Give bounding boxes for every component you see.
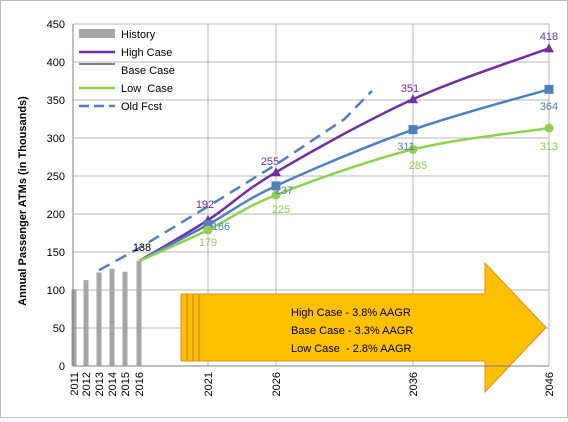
data-label-high-case: 418 [540, 31, 558, 43]
aagr-annotation: Low Case - 2.8% AAGR [291, 343, 411, 355]
data-label-base-case: 186 [212, 221, 230, 233]
marker-base-case-2026 [271, 181, 281, 191]
marker-base-case-2036 [408, 125, 418, 135]
x-tick-label: 2012 [81, 372, 93, 396]
marker-high-case-2046 [544, 43, 554, 53]
y-tick-label: 150 [47, 247, 65, 259]
legend-label-base-case: Base Case [121, 65, 175, 77]
history-bar-2016 [136, 261, 142, 366]
marker-low-case-2036 [408, 144, 418, 154]
data-label-low-case: 285 [409, 160, 427, 172]
legend: History High Case Base Case Low Case Old Fcs… [79, 29, 175, 113]
data-label-high-case: 351 [401, 83, 419, 95]
data-label-base-case: 138 [133, 242, 151, 254]
history-bar-2015 [122, 271, 128, 366]
history-bar-2012 [83, 280, 89, 366]
x-tick-label: 2026 [271, 372, 283, 396]
x-tick-label: 2015 [120, 372, 132, 396]
series-markers [203, 43, 554, 235]
x-tick-label: 2014 [107, 372, 119, 396]
series-line-old-fcst [98, 90, 373, 272]
arrow-body [180, 261, 547, 394]
y-tick-label: 350 [47, 95, 65, 107]
aagr-annotation: Base Case - 3.3% AAGR [291, 325, 413, 337]
legend-label-history: History [121, 29, 156, 41]
y-axis-title: Annual Passenger ATMs (in Thousands) [17, 96, 29, 306]
series-line-base-case [138, 88, 550, 263]
marker-low-case-2046 [544, 123, 554, 133]
history-bars [71, 261, 142, 366]
data-labels: 192 255 351 418 138 186 237 311 364 179 225 285 313 [133, 31, 558, 254]
y-tick-label: 250 [47, 171, 65, 183]
x-tick-label: 2011 [69, 372, 81, 396]
y-tick-label: 50 [53, 323, 65, 335]
marker-base-case-2046 [544, 84, 554, 94]
legend-label-old-fcst: Old Fcst [121, 101, 162, 113]
x-tick-label: 2036 [408, 372, 420, 396]
history-bar-2011 [71, 289, 77, 366]
legend-swatch-history [79, 29, 115, 38]
legend-label-low-case: Low Case [121, 83, 173, 95]
series-line-high-case [138, 47, 550, 263]
marker-high-case-2026 [271, 167, 281, 177]
history-bar-2013 [96, 272, 102, 366]
aagr-annotation: High Case - 3.8% AAGR [291, 307, 411, 319]
marker-low-case-2021 [203, 225, 213, 235]
data-label-base-case: 237 [275, 185, 293, 197]
data-label-high-case: 255 [261, 156, 279, 168]
y-tick-label: 200 [47, 209, 65, 221]
y-tick-label: 400 [47, 57, 65, 69]
marker-low-case-2026 [271, 190, 281, 200]
y-tick-label: 300 [47, 133, 65, 145]
data-label-low-case: 225 [272, 204, 290, 216]
marker-high-case-2036 [408, 94, 418, 104]
history-bar-2014 [109, 268, 115, 366]
x-tick-label: 2046 [544, 372, 556, 396]
y-tick-label: 100 [47, 285, 65, 297]
y-tick-label: 0 [59, 361, 65, 373]
data-label-base-case: 311 [397, 141, 415, 153]
series-lines [98, 47, 550, 272]
data-label-low-case: 179 [199, 237, 217, 249]
series-line-low-case [138, 126, 550, 263]
y-tick-label: 450 [47, 19, 65, 31]
marker-base-case-2021 [203, 220, 213, 230]
data-label-high-case: 192 [196, 199, 214, 211]
x-tick-label: 2016 [134, 372, 146, 396]
aagr-arrow: High Case - 3.8% AAGR Base Case - 3.3% AA… [180, 261, 547, 394]
data-label-base-case: 364 [540, 101, 558, 113]
x-tick-label: 2013 [94, 372, 106, 396]
data-label-low-case: 313 [540, 141, 558, 153]
legend-label-high-case: High Case [121, 47, 172, 59]
x-tick-label: 2021 [203, 372, 215, 396]
